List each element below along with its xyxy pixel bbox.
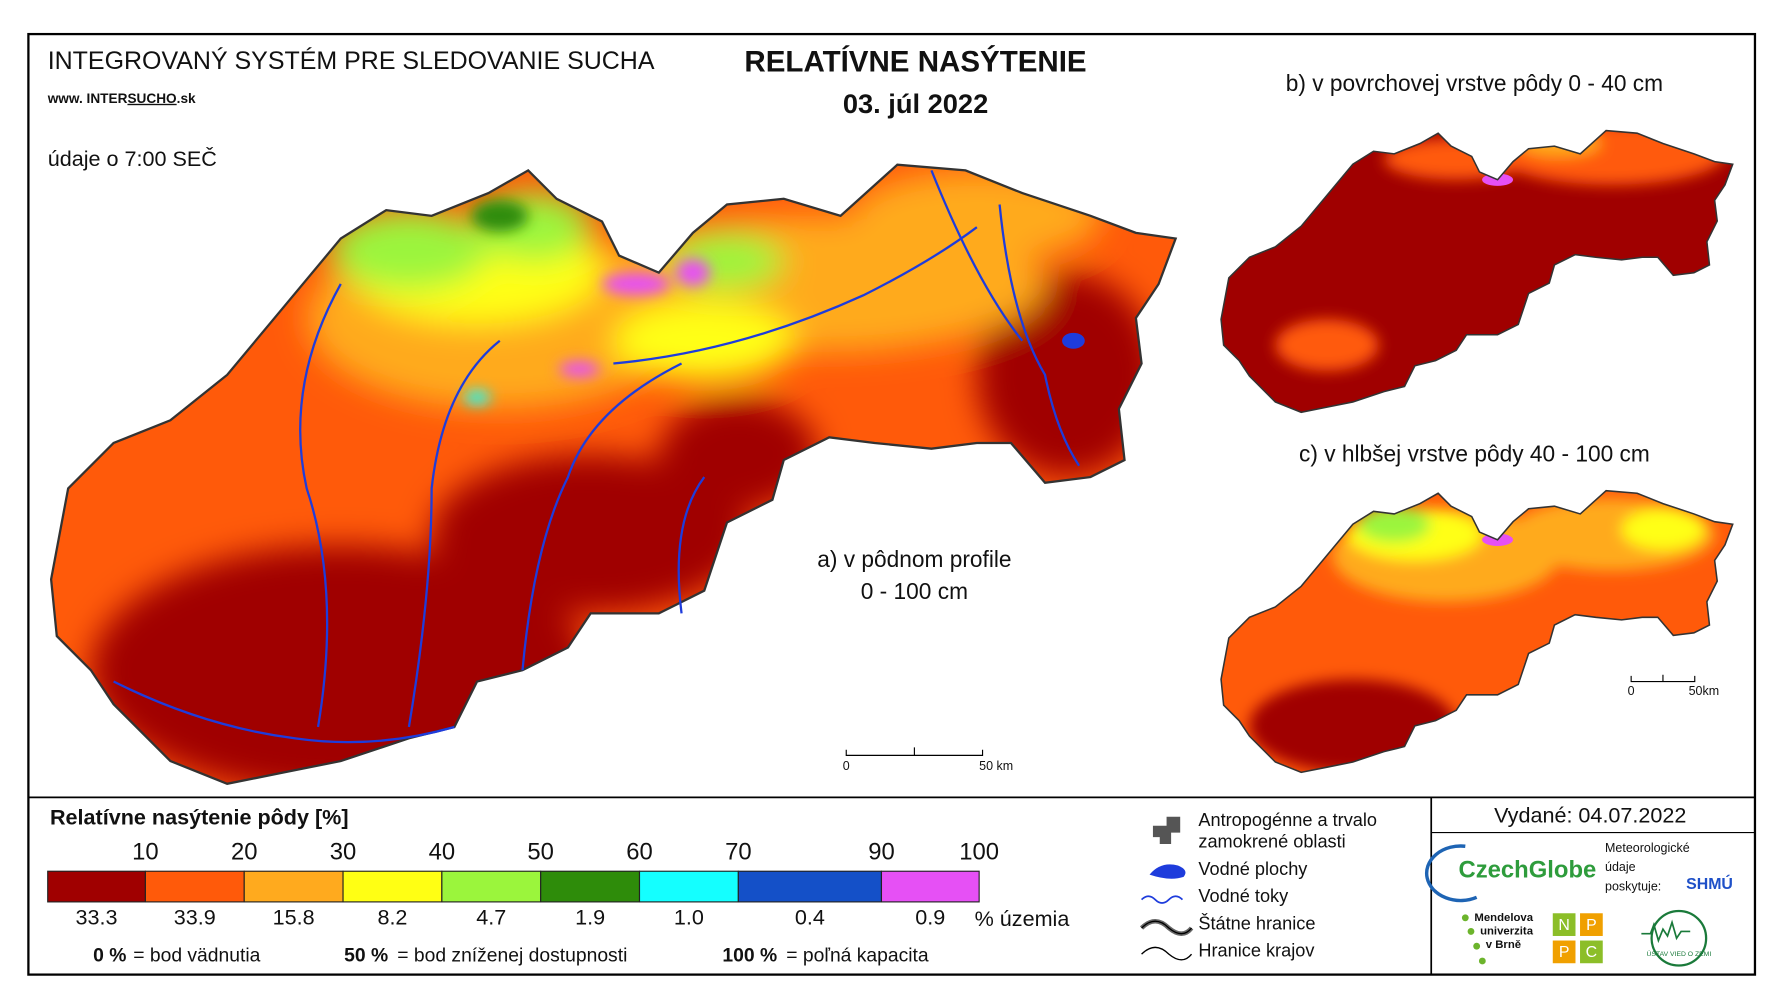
legend-title: Relatívne nasýtenie pôdy [%] xyxy=(50,805,349,830)
logo-letter: C xyxy=(1586,944,1597,961)
legend-share: 1.0 xyxy=(674,905,704,930)
scale-label: 0 xyxy=(843,759,850,773)
map-c xyxy=(1220,489,1734,774)
symbol-label: zamokrené oblasti xyxy=(1198,832,1345,852)
legend-break: 100 xyxy=(959,838,999,865)
map-a xyxy=(49,163,1177,785)
logo-shmu: SHMÚ xyxy=(1686,874,1733,893)
symbol-label: Vodné plochy xyxy=(1198,859,1308,879)
logo-text: ÚSTAV VIED O ZEMI xyxy=(1647,949,1712,958)
symbol-label: Antropogénne a trvalo xyxy=(1198,810,1377,830)
legend-break: 90 xyxy=(868,838,895,865)
icon-water xyxy=(1149,864,1186,879)
scale-bar xyxy=(845,747,984,756)
scale-label: 50 km xyxy=(979,759,1013,773)
logo-arc xyxy=(1424,844,1478,903)
logo-letter: P xyxy=(1586,917,1597,934)
logo-dots xyxy=(1461,914,1486,965)
map-b xyxy=(1220,129,1734,414)
logo-text: univerzita xyxy=(1480,925,1534,937)
logo-text: Meteorologické xyxy=(1605,841,1690,855)
map-label: a) v pôdnom profile xyxy=(817,546,1011,572)
share-unit: % územia xyxy=(975,906,1070,931)
map-label: 0 - 100 cm xyxy=(861,578,968,604)
legend-share: 0.9 xyxy=(915,905,945,930)
symbol-label: Štátne hranice xyxy=(1198,912,1315,933)
logo-text: údaje xyxy=(1605,860,1636,874)
symbol-label: Vodné toky xyxy=(1198,886,1289,906)
legend-break: 40 xyxy=(429,838,456,865)
date: 03. júl 2022 xyxy=(843,88,988,119)
logo-letter: N xyxy=(1558,917,1569,934)
logo-uvz xyxy=(1650,909,1708,967)
logo-text: v Brně xyxy=(1486,939,1521,951)
legend-swatch xyxy=(441,870,542,903)
url-part: .sk xyxy=(177,90,196,105)
note: 50 % = bod zníženej dostupnosti xyxy=(344,946,627,967)
legend: 33.3 33.9 15.8 8.2 4.7 1.9 1.0 0.4 0.9 10 20 30 40 50… xyxy=(47,838,999,930)
legend-share: 15.8 xyxy=(273,905,315,930)
legend-share: 33.9 xyxy=(174,905,216,930)
legend-share: 8.2 xyxy=(377,905,407,930)
logo-czechglobe: CzechGlobe xyxy=(1458,857,1596,884)
url-part: SUCHO xyxy=(127,90,177,105)
logo-letter: P xyxy=(1559,944,1570,961)
icon-region xyxy=(1141,946,1193,961)
note-text: = poľná kapacita xyxy=(786,946,929,967)
note-value: 50 % xyxy=(344,946,388,967)
note: 100 % = poľná kapacita xyxy=(722,946,928,967)
legend-share: 4.7 xyxy=(476,905,506,930)
map-label: b) v povrchovej vrstve pôdy 0 - 40 cm xyxy=(1286,70,1663,96)
legend-break: 50 xyxy=(527,838,554,865)
icon-river xyxy=(1140,895,1184,904)
frame xyxy=(27,32,1757,976)
legend-swatch xyxy=(243,870,344,903)
legend-swatch xyxy=(47,870,146,903)
scale-label: 50km xyxy=(1689,684,1720,698)
issued: Vydané: 04.07.2022 xyxy=(1494,802,1686,827)
icon-border xyxy=(1141,920,1193,935)
symbol-label: Hranice krajov xyxy=(1198,941,1315,961)
logo-nppc xyxy=(1552,913,1603,964)
title: RELATÍVNE NASÝTENIE xyxy=(744,44,1086,78)
url: www. INTERSUCHO.sk xyxy=(47,90,196,105)
time-note: údaje o 7:00 SEČ xyxy=(48,146,217,171)
note-text: = bod vädnutia xyxy=(133,946,260,967)
system-name: INTEGROVANÝ SYSTÉM PRE SLEDOVANIE SUCHA xyxy=(48,46,655,75)
scale-bar xyxy=(1630,674,1696,683)
logo-text: Mendelova xyxy=(1474,912,1533,924)
logo-uvz-wave xyxy=(1641,919,1691,944)
legend-swatch xyxy=(880,870,980,903)
icon-anthropogenic xyxy=(1152,816,1181,844)
legend-break: 70 xyxy=(725,838,752,865)
note-text: = bod zníženej dostupnosti xyxy=(397,946,627,967)
note: 0 % = bod vädnutia xyxy=(93,946,260,967)
logo-text: poskytuje: xyxy=(1605,879,1661,893)
legend-share: 33.3 xyxy=(76,905,118,930)
legend-swatch xyxy=(144,870,245,903)
note-value: 0 % xyxy=(93,946,126,967)
legend-swatch xyxy=(737,870,883,903)
map-label: c) v hlbšej vrstve pôdy 40 - 100 cm xyxy=(1299,440,1650,466)
legend-swatch xyxy=(638,870,739,903)
note-value: 100 % xyxy=(722,946,777,967)
url-part: www. INTER xyxy=(47,90,128,105)
legend-swatch xyxy=(540,870,641,903)
scale-label: 0 xyxy=(1628,684,1635,698)
legend-share: 0.4 xyxy=(795,905,825,930)
legend-share: 1.9 xyxy=(575,905,605,930)
legend-break: 30 xyxy=(330,838,357,865)
legend-break: 10 xyxy=(132,838,159,865)
legend-break: 20 xyxy=(231,838,258,865)
legend-swatch xyxy=(342,870,443,903)
legend-break: 60 xyxy=(626,838,653,865)
